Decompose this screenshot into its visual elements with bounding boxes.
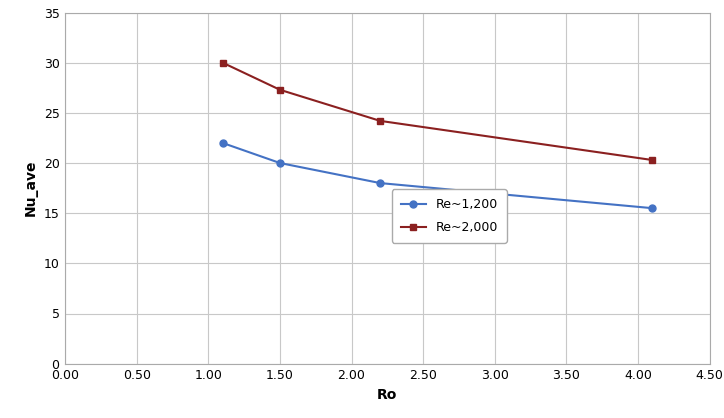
Line: Re~2,000: Re~2,000 [219,59,656,163]
Re~2,000 [219,60,227,65]
Line: Re~1,200: Re~1,200 [219,140,656,212]
Re~1,200 [219,140,227,145]
Re~1,200 [376,181,384,186]
Re~1,200 [648,206,657,211]
Re~2,000 [276,87,285,92]
Re~2,000 [376,118,384,123]
Y-axis label: Nu_ave: Nu_ave [24,160,38,217]
Re~2,000 [648,158,657,163]
X-axis label: Ro: Ro [377,388,397,402]
Legend: Re~1,200, Re~2,000: Re~1,200, Re~2,000 [392,189,507,243]
Re~1,200 [276,161,285,166]
